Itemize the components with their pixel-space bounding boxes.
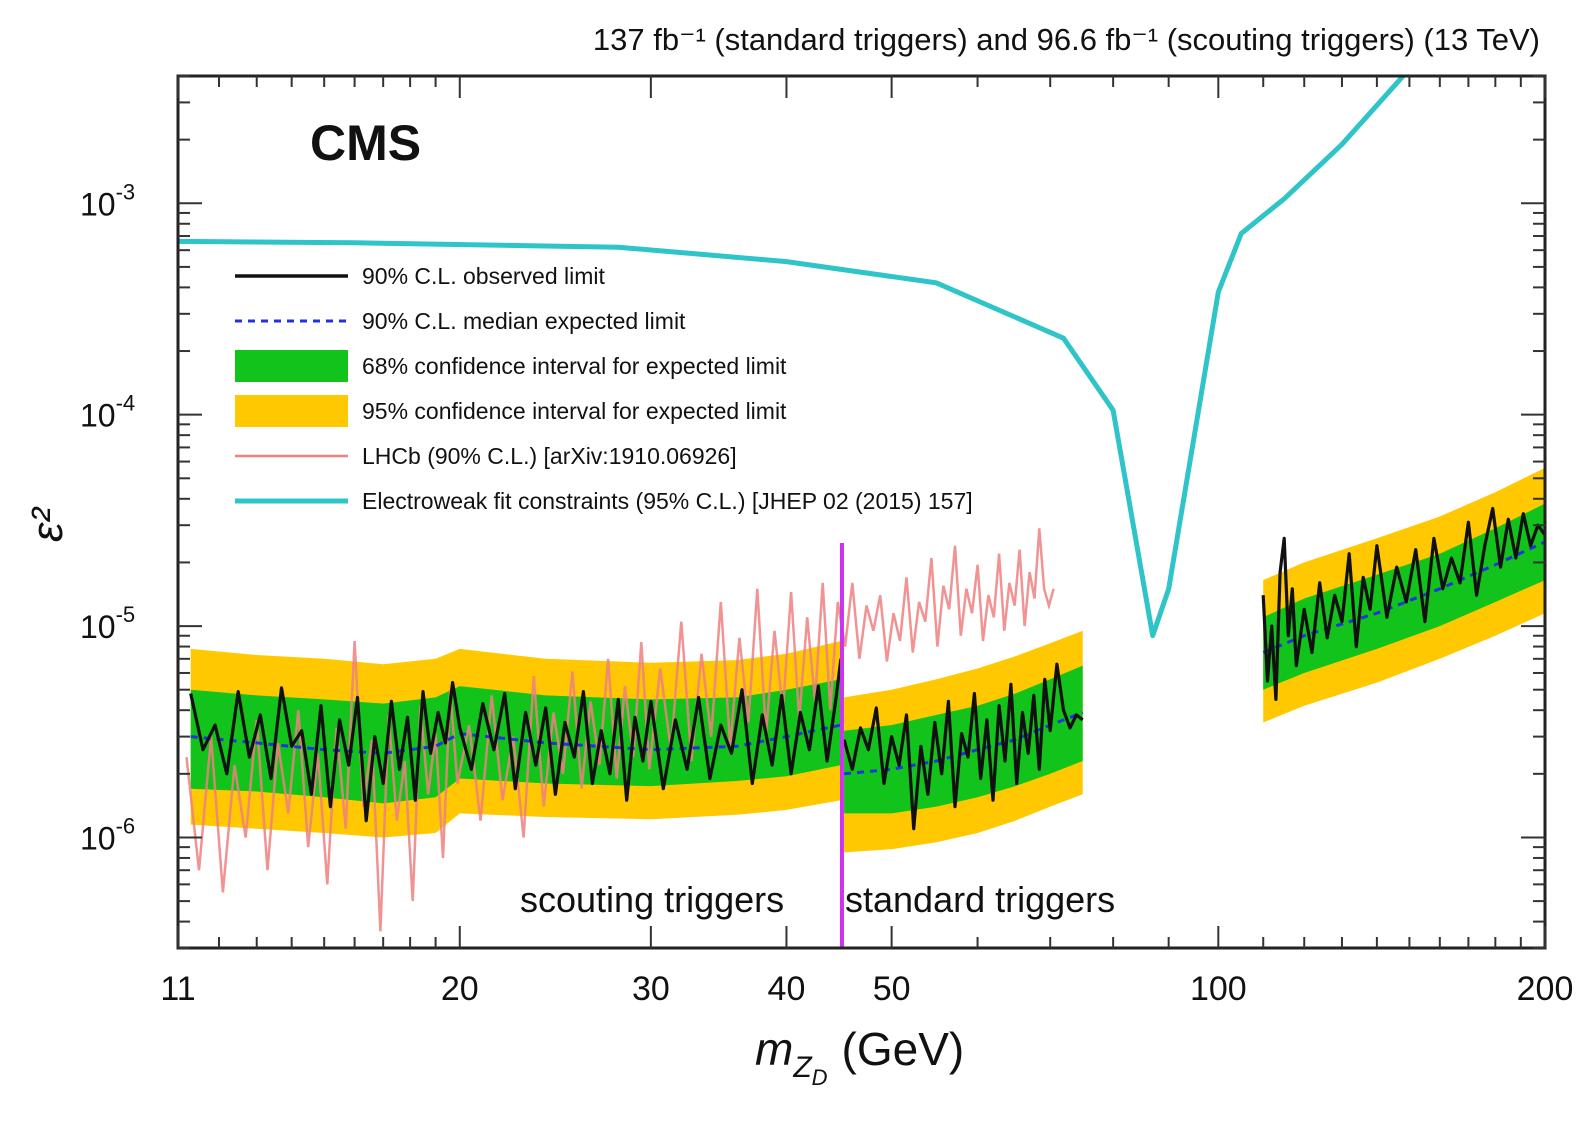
standard-region-label: standard triggers bbox=[845, 879, 1115, 920]
x-tick-label: 11 bbox=[160, 970, 195, 1008]
axis-ticks bbox=[177, 75, 1546, 949]
y-tick-base: 10 bbox=[80, 398, 116, 434]
legend-entry-2: 68% confidence interval for expected lim… bbox=[235, 350, 787, 382]
y-tick-exponent: -6 bbox=[116, 813, 136, 838]
y-tick-label: 10-4 bbox=[80, 391, 135, 434]
plot-area bbox=[178, 76, 1545, 948]
observed-limit-segment-1 bbox=[842, 662, 1084, 831]
y-tick-base: 10 bbox=[80, 186, 116, 222]
band-68-segment-0 bbox=[190, 679, 841, 804]
legend-entry-5: Electroweak fit constraints (95% C.L.) [… bbox=[235, 488, 973, 514]
x-axis-label-unit: (GeV) bbox=[842, 1023, 965, 1075]
y-tick-label: 10-5 bbox=[80, 602, 135, 645]
observed-group bbox=[189, 506, 1545, 831]
legend-swatch bbox=[235, 350, 348, 382]
y-tick-base: 10 bbox=[80, 820, 116, 856]
y-tick-label: 10-3 bbox=[80, 179, 135, 222]
chart-title: 137 fb⁻¹ (standard triggers) and 96.6 fb… bbox=[593, 22, 1540, 57]
legend-entry-3: 95% confidence interval for expected lim… bbox=[235, 395, 787, 427]
y-tick-base: 10 bbox=[80, 609, 116, 645]
x-tick-label: 30 bbox=[632, 970, 670, 1008]
x-axis-label-subsub: D bbox=[812, 1065, 828, 1090]
legend: 90% C.L. observed limit 90% C.L. median e… bbox=[235, 263, 973, 514]
scouting-region-label: scouting triggers bbox=[520, 879, 784, 920]
x-tick-labels: 11 20 30 40 50 100 200 bbox=[160, 970, 1573, 1008]
y-axis-label: ε² bbox=[23, 507, 72, 542]
plot-frame bbox=[176, 74, 1547, 950]
cms-label: CMS bbox=[310, 115, 421, 171]
y-tick-labels: 10-610-510-410-3 bbox=[80, 179, 135, 856]
legend-label: 90% C.L. observed limit bbox=[362, 263, 605, 289]
legend-entry-1: 90% C.L. median expected limit bbox=[235, 308, 686, 334]
ewk-fit-constraint-line bbox=[178, 76, 1405, 639]
legend-label: 90% C.L. median expected limit bbox=[362, 308, 686, 334]
ewk-group bbox=[178, 76, 1405, 639]
legend-label: 68% confidence interval for expected lim… bbox=[362, 353, 787, 379]
legend-label: Electroweak fit constraints (95% C.L.) [… bbox=[362, 488, 973, 514]
y-tick-exponent: -4 bbox=[116, 391, 136, 416]
x-axis-label: mZD (GeV) bbox=[755, 1023, 964, 1090]
x-tick-label: 20 bbox=[441, 970, 479, 1008]
observed-limit-segment-2 bbox=[1261, 506, 1545, 701]
legend-swatch bbox=[235, 395, 348, 427]
x-axis-label-sub: Z bbox=[792, 1051, 813, 1084]
y-tick-exponent: -5 bbox=[116, 602, 136, 627]
legend-entry-0: 90% C.L. observed limit bbox=[235, 263, 605, 289]
x-tick-label: 100 bbox=[1190, 970, 1247, 1008]
legend-label: 95% confidence interval for expected lim… bbox=[362, 398, 787, 424]
x-tick-label: 200 bbox=[1517, 970, 1574, 1008]
x-tick-label: 50 bbox=[873, 970, 911, 1008]
observed-limit-segment-0 bbox=[189, 658, 843, 823]
x-axis-label-main: m bbox=[755, 1023, 793, 1075]
legend-label: LHCb (90% C.L.) [arXiv:1910.06926] bbox=[362, 443, 737, 469]
y-tick-label: 10-6 bbox=[80, 813, 135, 856]
y-tick-exponent: -3 bbox=[116, 179, 136, 204]
x-tick-label: 40 bbox=[768, 970, 806, 1008]
legend-entry-4: LHCb (90% C.L.) [arXiv:1910.06926] bbox=[235, 443, 737, 469]
